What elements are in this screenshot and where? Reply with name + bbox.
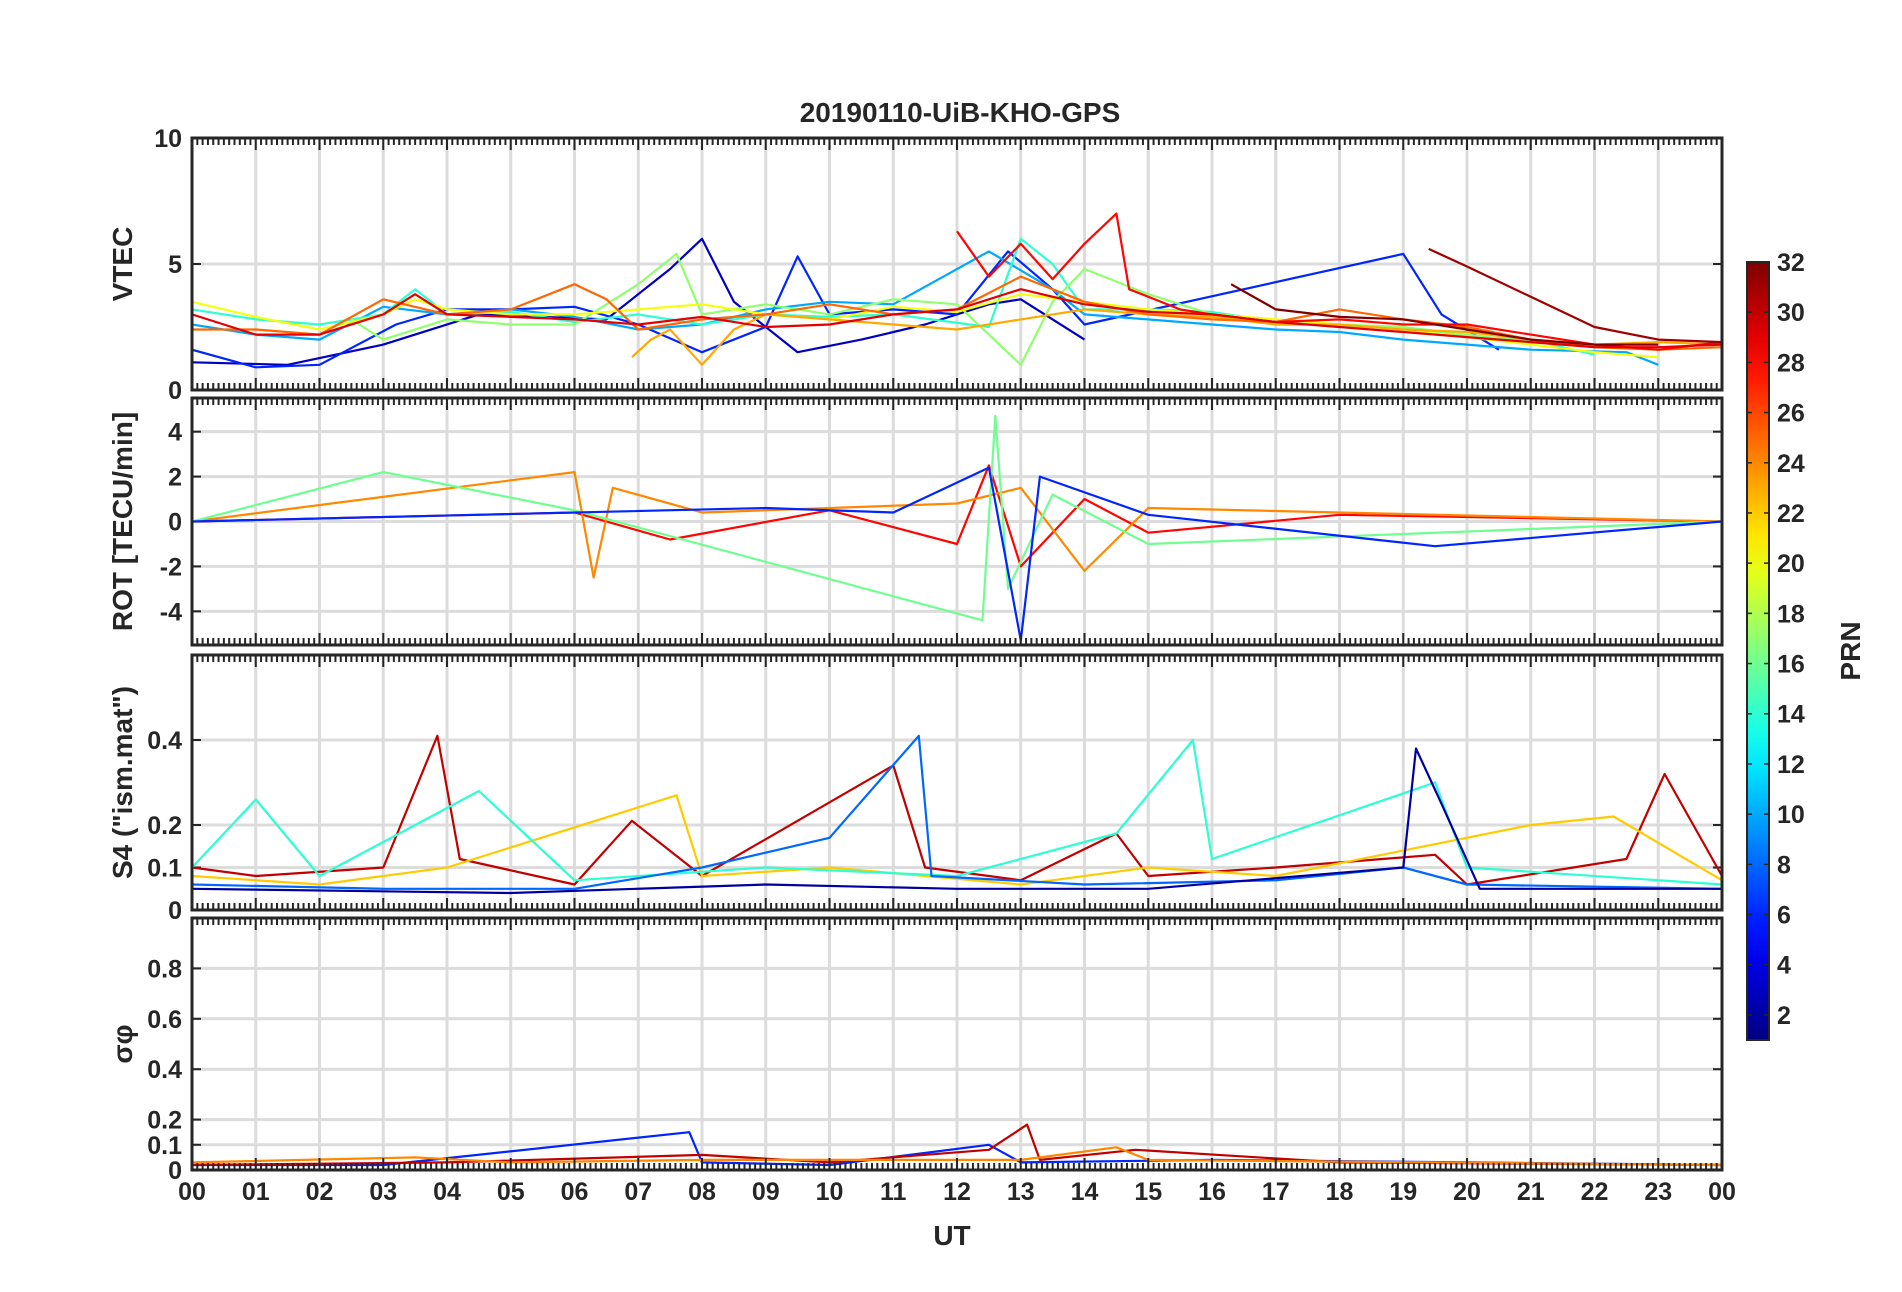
chart-title: 20190110-UiB-KHO-GPS — [800, 97, 1121, 128]
x-tick-label: 23 — [1644, 1178, 1672, 1206]
colorbar-scale — [1746, 261, 1770, 1041]
y-tick-label: 2 — [168, 464, 182, 492]
y-tick-label: 0.1 — [147, 855, 182, 883]
colorbar-tick-label: 32 — [1777, 249, 1805, 277]
x-tick-label: 22 — [1581, 1178, 1609, 1206]
colorbar-tick-label: 20 — [1777, 550, 1805, 578]
x-tick-label: 04 — [433, 1178, 461, 1206]
colorbar-label: PRN — [1835, 621, 1866, 680]
x-tick-label: 03 — [369, 1178, 397, 1206]
panel-3: 0 0.1 0.2 0.4 S4 ("ism.mat") — [107, 653, 1724, 925]
series-line-prn-32 — [1230, 283, 1659, 346]
y-tick-label: 0.8 — [147, 955, 182, 983]
colorbar-tick-label: 28 — [1777, 349, 1805, 377]
x-tick-label: 16 — [1198, 1178, 1226, 1206]
colorbar-tick-label: 6 — [1777, 902, 1791, 930]
series-line-prn-22 — [192, 794, 1722, 886]
plot-frame — [190, 653, 1724, 912]
x-tick-label: 12 — [943, 1178, 971, 1206]
plot-frame — [190, 916, 1724, 1172]
colorbar-tick-label: 30 — [1777, 299, 1805, 327]
x-tick-label: 17 — [1262, 1178, 1290, 1206]
y-tick-label: -4 — [160, 598, 182, 626]
colorbar-tick-label: 8 — [1777, 851, 1791, 879]
x-tick-label: 20 — [1453, 1178, 1481, 1206]
x-tick-label: 06 — [561, 1178, 589, 1206]
colorbar-tick-label: 22 — [1777, 500, 1805, 528]
y-axis-label: σφ — [107, 1024, 138, 1063]
y-tick-label: 0 — [168, 377, 182, 405]
x-tick-label: 00 — [178, 1178, 206, 1206]
y-tick-label: -2 — [160, 553, 182, 581]
y-tick-label: 0.2 — [147, 812, 182, 840]
x-tick-label: 10 — [816, 1178, 844, 1206]
series-line-prn-10 — [192, 250, 1659, 366]
plot-frame — [190, 396, 1724, 647]
series-line-prn-24 — [192, 1146, 1722, 1167]
x-tick-label: 00 — [1708, 1178, 1736, 1206]
x-axis-label: UT — [933, 1220, 970, 1251]
y-axis-label: ROT [TECU/min] — [107, 412, 138, 631]
x-tick-label: 18 — [1326, 1178, 1354, 1206]
series-line-prn-2 — [192, 747, 1722, 895]
x-tick-label: 08 — [688, 1178, 716, 1206]
x-tick-label: 19 — [1389, 1178, 1417, 1206]
y-tick-label: 5 — [168, 251, 182, 279]
y-tick-label: 0 — [168, 897, 182, 925]
y-tick-label: 0 — [168, 1157, 182, 1185]
colorbar-tick-label: 2 — [1777, 1002, 1791, 1030]
series-group — [192, 212, 1722, 369]
x-tick-label: 21 — [1517, 1178, 1545, 1206]
series-group — [192, 734, 1722, 895]
panel-1: 0 5 10 VTEC — [107, 125, 1724, 405]
y-tick-label: 0.4 — [147, 1056, 182, 1084]
series-line-prn-24 — [192, 471, 1722, 579]
x-tick-label: 14 — [1071, 1178, 1099, 1206]
series-line-prn-14 — [192, 738, 1722, 886]
colorbar-tick-label: 4 — [1777, 952, 1791, 980]
series-line-prn-8 — [192, 734, 1722, 890]
y-tick-label: 10 — [154, 125, 182, 153]
x-tick-label: 15 — [1134, 1178, 1162, 1206]
y-tick-label: 0.1 — [147, 1132, 182, 1160]
y-tick-label: 0.6 — [147, 1006, 182, 1034]
y-axis-label: S4 ("ism.mat") — [107, 686, 138, 879]
series-line-prn-28 — [192, 464, 1722, 568]
series-line-prn-29 — [192, 288, 1722, 349]
y-tick-label: 4 — [168, 419, 182, 447]
x-tick-label: 11 — [880, 1178, 907, 1206]
colorbar-tick-label: 16 — [1777, 651, 1805, 679]
y-tick-label: 0 — [168, 509, 182, 537]
y-tick-label: 0.4 — [147, 727, 182, 755]
series-line-prn-31 — [1428, 247, 1722, 344]
colorbar-tick-label: 24 — [1777, 450, 1805, 478]
colorbar-tick-label: 12 — [1777, 751, 1805, 779]
colorbar-tick-label: 10 — [1777, 801, 1805, 829]
plot-frame — [190, 136, 1724, 392]
colorbar-tick-label: 26 — [1777, 400, 1805, 428]
series-line-prn-3 — [192, 237, 1086, 366]
colorbar-tick-label: 14 — [1777, 701, 1805, 729]
colorbar-tick-label: 18 — [1777, 600, 1805, 628]
series-line-prn-16 — [192, 414, 1722, 622]
x-tick-label: 09 — [752, 1178, 780, 1206]
x-tick-label: 01 — [242, 1178, 270, 1206]
x-tick-label: 02 — [306, 1178, 334, 1206]
panel-2: -4 -2 0 2 4 ROT [TECU/min] — [107, 396, 1724, 647]
series-line-prn-17 — [350, 252, 1659, 366]
y-axis-label: VTEC — [107, 227, 138, 302]
y-tick-label: 0.2 — [147, 1107, 182, 1135]
x-tick-label: 05 — [497, 1178, 525, 1206]
x-tick-label: 13 — [1007, 1178, 1035, 1206]
series-line-prn-6 — [192, 250, 1500, 369]
x-tick-label: 07 — [624, 1178, 652, 1206]
panel-4: 00.10.2 0.4 0.6 0.8 σφ — [107, 916, 1724, 1185]
